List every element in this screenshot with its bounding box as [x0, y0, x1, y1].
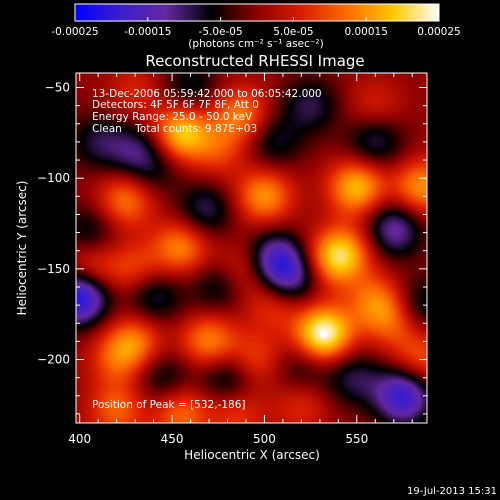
chart-title: Reconstructed RHESSI Image [145, 52, 364, 70]
y-tick-label: −100 [37, 171, 70, 185]
y-tick-label: −150 [37, 262, 70, 276]
peak-marker [319, 330, 328, 339]
axis-ticks: 400 450 500 550 −50 −100 −150 −200 [37, 73, 427, 446]
x-tick-label: 400 [68, 432, 91, 446]
annotation-detectors: Detectors: 4F 5F 6F 7F 8F, Att 0 [92, 99, 259, 111]
annotation-time-range: 13-Dec-2006 05:59:42.000 to 06:05:42.000 [92, 88, 322, 100]
annotation-energy-range: Energy Range: 25.0 - 50.0 keV [92, 111, 253, 123]
x-tick-label: 500 [253, 432, 276, 446]
colorbar-tick-label: -0.00025 [51, 26, 98, 38]
peak-point [319, 330, 328, 339]
colorbar-tick-label: 5.0e-05 [273, 26, 313, 38]
annotation-counts: Clean Total counts: 9.87E+03 [92, 123, 257, 135]
colorbar-tick-label: -5.0e-05 [199, 26, 243, 38]
colorbar-tick-label: 0.00025 [417, 26, 460, 38]
x-tick-label: 550 [345, 432, 368, 446]
footer-timestamp: 19-Jul-2013 15:31 [407, 486, 497, 497]
plot-frame [75, 72, 428, 424]
colorbar-ticks: -0.00025 -0.00015 -5.0e-05 5.0e-05 0.00015 0.… [51, 17, 461, 38]
y-tick-label: −200 [37, 353, 70, 367]
x-axis-label: Heliocentric X (arcsec) [184, 448, 320, 462]
x-tick-label: 450 [161, 432, 184, 446]
y-axis-label: Heliocentric Y (arcsec) [15, 181, 29, 316]
colorbar-gradient [75, 4, 439, 21]
y-tick-label: −50 [45, 81, 70, 95]
colorbar-tick-label: 0.00015 [344, 26, 387, 38]
colorbar: -0.00025 -0.00015 -5.0e-05 5.0e-05 0.00015 0.… [51, 3, 461, 50]
heatmap-image [76, 73, 427, 423]
colorbar-unit-label: (photons cm⁻² s⁻¹ asec⁻²) [188, 38, 323, 50]
peak-position-label: Position of Peak = [532,-186] [92, 399, 246, 411]
colorbar-tick-label: -0.00015 [124, 26, 171, 38]
annotations: 13-Dec-2006 05:59:42.000 to 06:05:42.000… [92, 88, 322, 411]
colorbar-frame [74, 3, 440, 22]
